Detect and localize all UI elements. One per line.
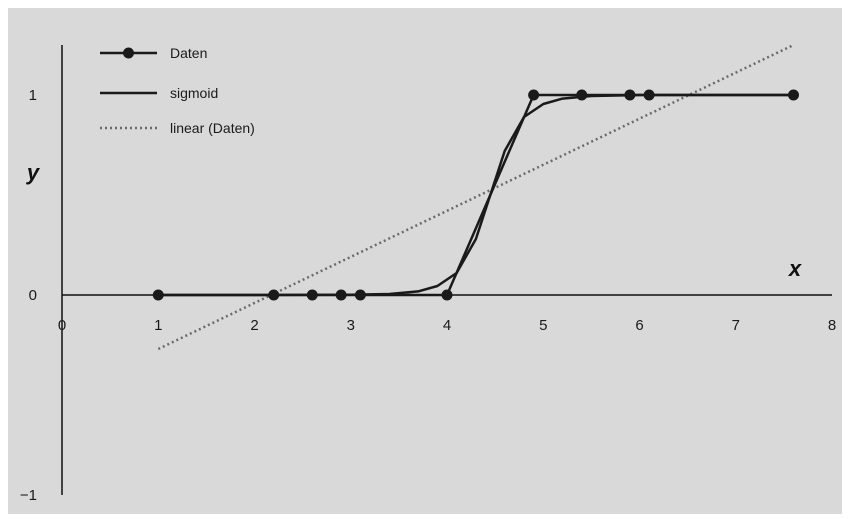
data-point bbox=[306, 289, 318, 301]
data-point bbox=[528, 89, 540, 101]
y-tick-label: 1 bbox=[29, 87, 37, 104]
y-tick-label: 0 bbox=[29, 287, 37, 304]
x-tick-label: 6 bbox=[635, 317, 643, 334]
x-tick-label: 8 bbox=[828, 317, 836, 334]
data-point bbox=[788, 89, 799, 101]
y-tick-label: −1 bbox=[20, 487, 37, 504]
x-tick-label: 4 bbox=[443, 317, 451, 334]
x-tick-label: 5 bbox=[539, 317, 547, 334]
data-point bbox=[576, 89, 588, 101]
x-tick-label: 2 bbox=[250, 317, 258, 334]
data-point bbox=[643, 89, 655, 101]
data-point bbox=[335, 289, 347, 301]
tick-labels: 0 1 2 3 4 5 6 7 8 −1 0 1 bbox=[20, 87, 836, 504]
data-point bbox=[268, 289, 280, 301]
data-point bbox=[441, 289, 453, 301]
data-point bbox=[354, 289, 366, 301]
x-axis-title: x bbox=[788, 256, 802, 281]
legend-label-linear: linear (Daten) bbox=[170, 120, 255, 136]
data-point bbox=[152, 289, 164, 301]
plot-background bbox=[8, 8, 842, 514]
legend-marker-daten bbox=[123, 47, 134, 59]
y-axis-title: y bbox=[26, 160, 41, 185]
data-point bbox=[624, 89, 636, 101]
legend: Daten sigmoid linear (Daten) bbox=[100, 45, 255, 136]
legend-label-daten: Daten bbox=[170, 45, 207, 61]
x-tick-label: 3 bbox=[347, 317, 355, 334]
series-layer bbox=[152, 43, 799, 351]
x-tick-label: 7 bbox=[732, 317, 740, 334]
x-tick-label: 1 bbox=[154, 317, 162, 334]
x-tick-label: 0 bbox=[58, 317, 66, 334]
legend-label-sigmoid: sigmoid bbox=[170, 85, 218, 101]
